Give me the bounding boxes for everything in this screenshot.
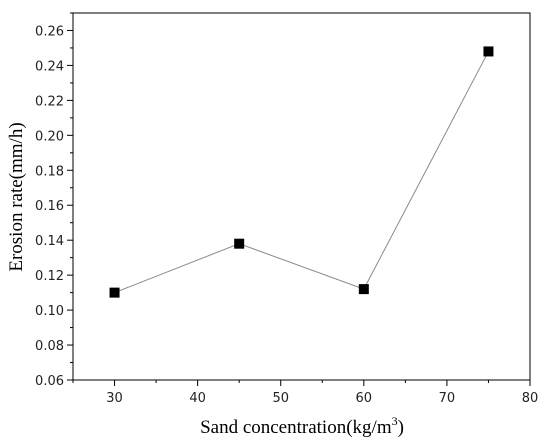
data-point-marker bbox=[358, 284, 369, 295]
x-tick-label: 60 bbox=[356, 391, 373, 406]
series-line bbox=[114, 51, 489, 294]
x-tick-label: 30 bbox=[106, 391, 123, 406]
y-tick-label: 0.12 bbox=[35, 269, 64, 284]
x-tick-label: 50 bbox=[272, 391, 289, 406]
y-tick-label: 0.26 bbox=[35, 24, 64, 39]
data-point-marker bbox=[234, 238, 245, 249]
x-tick-label: 40 bbox=[189, 391, 206, 406]
x-tick-label: 80 bbox=[522, 391, 539, 406]
y-tick-label: 0.08 bbox=[35, 339, 64, 354]
y-tick-label: 0.14 bbox=[35, 234, 64, 249]
y-tick-label: 0.24 bbox=[35, 59, 64, 74]
y-tick-label: 0.10 bbox=[35, 304, 64, 319]
y-tick-label: 0.18 bbox=[35, 164, 64, 179]
x-axis-ticks: 30 40 50 60 70 80 bbox=[72, 380, 539, 406]
y-axis-ticks: 0.06 0.08 0.10 0.12 0.14 0.16 0.18 0.20 0.22 0.24… bbox=[35, 12, 73, 389]
y-tick-label: 0.06 bbox=[35, 374, 64, 389]
y-tick-label: 0.20 bbox=[35, 129, 64, 144]
y-tick-label: 0.22 bbox=[35, 94, 64, 109]
x-tick-label: 70 bbox=[439, 391, 456, 406]
series-layer bbox=[109, 46, 494, 298]
data-point-marker bbox=[483, 46, 494, 57]
y-axis-title: Erosion rate(mm/h) bbox=[6, 122, 27, 271]
y-tick-label: 0.16 bbox=[35, 199, 64, 214]
data-point-marker bbox=[109, 287, 120, 298]
x-axis-title: Sand concentration(kg/m3) bbox=[200, 414, 404, 438]
plot-frame bbox=[72, 12, 531, 381]
x-axis-title-superscript: 3 bbox=[392, 414, 398, 428]
